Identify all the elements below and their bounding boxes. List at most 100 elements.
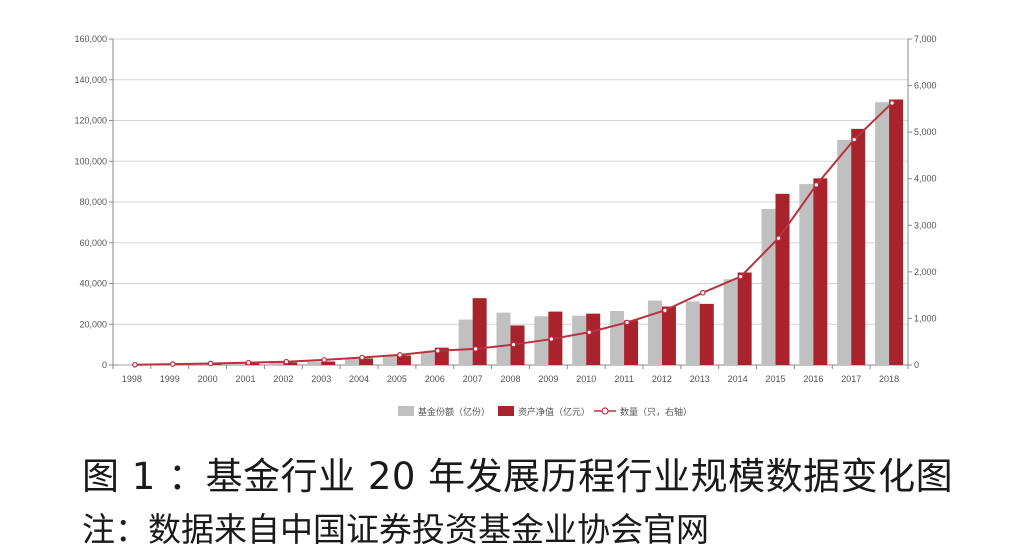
x-tick-label: 2008 [500,374,520,384]
x-tick-label: 2005 [387,374,407,384]
left-tick-label: 20,000 [79,319,107,329]
bar-fund-shares [458,319,473,365]
bar-fund-shares [799,184,814,365]
figure-note: 注：数据来自中国证券投资基金业协会官网 [82,510,709,549]
line-point [510,341,517,348]
bar-net-assets [851,128,866,365]
left-tick-label: 80,000 [79,197,107,207]
bar-fund-shares [420,352,435,365]
x-tick-label: 2016 [803,374,823,384]
line-point [207,360,214,367]
bar-fund-shares [382,355,397,365]
bar-net-assets [396,355,411,365]
count-line [132,100,895,368]
bar-fund-shares [610,311,625,365]
line-point [434,347,441,354]
legend-marker [601,407,609,415]
bar-fund-shares [269,362,284,365]
x-tick-label: 2000 [198,374,218,384]
right-tick-label: 4,000 [914,174,937,184]
bar-net-assets [889,99,904,366]
bar-net-assets [661,306,676,365]
line-point [851,136,858,143]
right-tick-label: 6,000 [914,81,937,91]
bar-fund-shares [572,315,587,365]
bar-fund-shares [723,279,738,365]
gridlines [113,38,908,366]
line-point [169,361,176,367]
x-tick-label: 2018 [879,374,899,384]
left-tick-label: 40,000 [79,279,107,289]
legend-swatch [498,406,514,416]
left-tick-label: 0 [102,360,107,370]
right-tick-label: 0 [914,360,919,370]
bar-net-assets [624,320,639,365]
line-point [548,336,555,342]
bar-fund-shares [761,208,776,365]
line-point [889,100,895,106]
figure-title: 图 1 ：基金行业 20 年发展历程行业规模数据变化图 [82,455,954,498]
line-point [699,289,706,296]
bar-fund-shares [837,139,852,365]
x-tick-label: 2014 [728,374,748,384]
right-tick-label: 5,000 [914,127,937,137]
left-tick-label: 60,000 [79,238,107,248]
left-tick-label: 120,000 [74,116,107,126]
legend-label: 基金份额（亿份） [418,406,490,418]
x-tick-label: 1998 [122,374,142,384]
left-tick-label: 140,000 [74,75,107,85]
legend-swatch [398,406,414,416]
bar-fund-shares [307,361,322,365]
bar-net-assets [283,362,298,365]
line-point [737,273,744,280]
bar-fund-shares [345,358,360,365]
x-axis: 1998 1999 2000 2001 2002 2003 2004 2005 2006 2007… [112,364,909,384]
line-point [662,307,668,314]
left-y-axis: 0 20,000 40,000 60,000 80,000 100,000 120,000 1… [74,34,114,370]
x-tick-label: 2017 [841,374,861,384]
right-tick-label: 7,000 [914,34,937,44]
bar-net-assets [813,178,828,365]
legend: 基金份额（亿份） 资产净值（亿元） 数量（只，右轴） [398,406,692,418]
line-point [472,346,479,352]
right-tick-label: 2,000 [914,267,937,277]
bar-net-assets [510,325,525,365]
x-tick-label: 2009 [538,374,558,384]
bar-net-assets [359,358,374,365]
bars [117,99,904,366]
line-point [245,359,252,366]
bar-fund-shares [875,102,890,365]
right-y-axis: 0 1,000 2,000 3,000 4,000 5,000 6,000 7,000 [907,34,937,370]
x-tick-label: 2007 [463,374,483,384]
bar-net-assets [321,361,336,365]
legend-label: 数量（只，右轴） [620,406,692,418]
x-tick-label: 2003 [311,374,331,384]
right-tick-label: 3,000 [914,220,937,230]
x-tick-label: 1999 [160,374,180,384]
left-tick-label: 160,000 [74,34,107,44]
x-tick-label: 2011 [614,374,633,384]
bar-fund-shares [685,301,700,365]
line-point [283,358,290,365]
line-point [359,354,365,361]
bar-fund-shares [231,363,246,365]
line-point [813,182,820,188]
bar-fund-shares [647,300,662,365]
x-tick-label: 2001 [235,374,255,384]
bar-net-assets [586,313,601,365]
line-point [132,361,138,368]
chart-area: 0 20,000 40,000 60,000 80,000 100,000 120,000 1… [74,34,937,418]
line-point [775,235,782,242]
right-tick-label: 1,000 [914,313,937,323]
bar-net-assets [737,272,752,365]
x-tick-label: 2010 [576,374,596,384]
line-point [321,357,328,363]
line-point [586,329,593,336]
bar-fund-shares [117,364,132,366]
legend-label: 资产净值（亿元） [518,406,590,418]
bar-net-assets [245,363,260,365]
x-tick-label: 2004 [349,374,369,384]
bar-net-assets [775,193,790,365]
left-tick-label: 100,000 [74,156,107,166]
x-tick-label: 2002 [273,374,293,384]
